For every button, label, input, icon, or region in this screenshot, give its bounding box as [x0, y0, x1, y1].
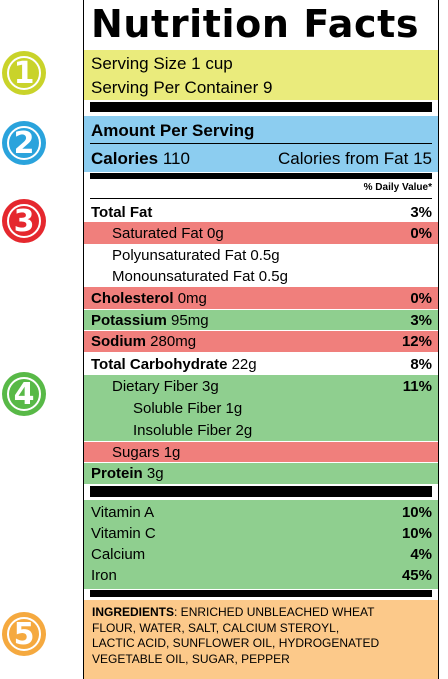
serving-size: Serving Size 1 cup: [91, 54, 233, 73]
monounsaturated-fat-label: Monounsaturated Fat 0.5g: [112, 268, 288, 285]
section-5-badge: 5: [2, 612, 46, 656]
saturated-fat-label: Saturated Fat 0g: [112, 225, 224, 242]
calories-value: 110: [162, 149, 190, 168]
dietary-fiber-pct: 11%: [402, 378, 432, 395]
vitamin-label: Calcium: [91, 546, 146, 563]
ingredients-text: INGREDIENTS: ENRICHED UNBLEACHED WHEAT F…: [92, 605, 432, 667]
cholesterol-pct: 0%: [410, 290, 432, 307]
badge-number: 4: [13, 376, 35, 412]
thin-divider: [90, 143, 432, 144]
thick-divider: [90, 102, 432, 112]
medium-divider: [90, 590, 432, 597]
cholesterol-highlight: [84, 287, 438, 309]
sugars-label: Sugars 1g: [112, 444, 181, 461]
vitamins-highlight: [84, 500, 438, 589]
amount-per-serving: Amount Per Serving: [91, 121, 255, 140]
potassium-pct: 3%: [410, 312, 432, 329]
section-2-badge: 2: [2, 121, 46, 165]
section-1-badge: 1: [2, 51, 46, 95]
calories-label: Calories: [91, 149, 159, 168]
thin-divider: [90, 198, 432, 199]
servings-per-container: Serving Per Container 9: [91, 78, 273, 97]
vitamin-pct: 4%: [410, 546, 432, 563]
vitamin-label: Vitamin C: [91, 525, 156, 542]
total-carbohydrate-label: Total Carbohydrate: [91, 356, 228, 373]
medium-divider: [90, 173, 432, 179]
cholesterol-label: Cholesterol: [91, 290, 174, 307]
ingredients-line: : ENRICHED UNBLEACHED WHEAT: [174, 605, 375, 619]
badge-number: 3: [13, 203, 35, 239]
serving-highlight: [84, 50, 438, 100]
label-title: Nutrition Facts: [91, 2, 420, 46]
sodium-pct: 12%: [401, 333, 432, 350]
polyunsaturated-fat-label: Polyunsaturated Fat 0.5g: [112, 247, 280, 264]
protein-amount: 3g: [146, 465, 164, 482]
total-fat-label: Total Fat: [91, 204, 153, 221]
soluble-fiber-label: Soluble Fiber 1g: [133, 400, 243, 417]
potassium-amount: 95mg: [171, 312, 209, 329]
vitamin-label: Iron: [91, 567, 117, 584]
ingredients-line: FLOUR, WATER, SALT, CALCIUM STEROYL,: [92, 620, 340, 635]
potassium-highlight: [84, 310, 438, 330]
ingredients-highlight: [84, 600, 438, 679]
fiber-highlight: [84, 375, 438, 441]
sugars-highlight: [84, 442, 438, 462]
section-3-badge: 3: [2, 199, 46, 243]
badge-number: 1: [13, 55, 35, 91]
cholesterol-amount: 0mg: [177, 290, 207, 307]
vitamin-label: Vitamin A: [91, 504, 155, 521]
badge-number: 2: [13, 125, 35, 161]
protein-highlight: [84, 463, 438, 484]
ingredients-label: INGREDIENTS: [92, 605, 175, 619]
vitamin-pct: 45%: [401, 567, 432, 584]
section-4-badge: 4: [2, 372, 46, 416]
thick-divider: [90, 486, 432, 497]
total-fat-pct: 3%: [410, 204, 432, 221]
nutrition-label: Nutrition Facts Serving Size 1 cup Servi…: [83, 0, 439, 679]
insoluble-fiber-label: Insoluble Fiber 2g: [133, 422, 253, 439]
calories-from-fat: Calories from Fat 15: [278, 149, 432, 168]
protein-label: Protein: [91, 465, 143, 482]
calories-highlight: [84, 116, 438, 172]
ingredients-line: LACTIC ACID, SUNFLOWER OIL, HYDROGENATED: [92, 636, 380, 650]
vitamin-pct: 10%: [401, 504, 432, 521]
daily-value-header: % Daily Value*: [363, 182, 432, 193]
total-carbohydrate-amount: 22g: [231, 356, 257, 373]
saturated-fat-highlight: [84, 222, 438, 244]
sodium-amount: 280mg: [150, 333, 197, 350]
saturated-fat-pct: 0%: [410, 225, 432, 242]
vitamin-pct: 10%: [401, 525, 432, 542]
potassium-label: Potassium: [91, 312, 167, 329]
badge-number: 5: [13, 616, 35, 652]
dietary-fiber-label: Dietary Fiber 3g: [112, 378, 219, 395]
sodium-label: Sodium: [91, 333, 146, 350]
total-carbohydrate-pct: 8%: [410, 356, 432, 373]
sodium-highlight: [84, 331, 438, 352]
ingredients-line: VEGETABLE OIL, SUGAR, PEPPER: [92, 651, 290, 666]
